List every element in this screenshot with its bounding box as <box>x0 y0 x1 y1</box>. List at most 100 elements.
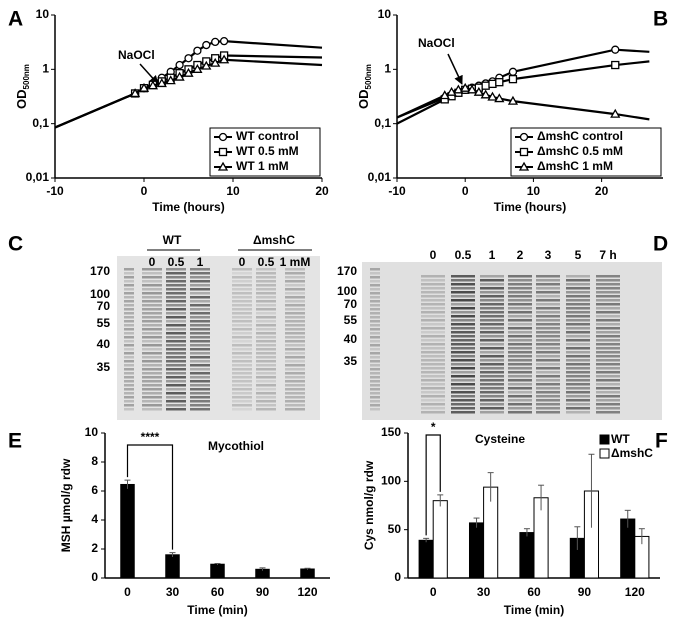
band <box>536 331 560 334</box>
band <box>566 395 590 398</box>
band <box>508 403 532 406</box>
band <box>596 383 620 386</box>
band <box>285 272 305 275</box>
lane-label: 0.5 <box>258 255 275 269</box>
legend-label: ΔmshC 0.5 mM <box>537 144 623 158</box>
band <box>285 312 305 315</box>
band <box>142 308 162 311</box>
band <box>566 303 590 306</box>
marker <box>192 64 203 73</box>
legend-marker <box>518 161 530 171</box>
band <box>480 411 504 414</box>
marker-label: 70 <box>97 299 111 313</box>
band <box>451 347 475 350</box>
marker <box>494 93 505 103</box>
y-tick-label: 0 <box>394 570 401 584</box>
band <box>124 408 134 411</box>
band <box>421 339 445 342</box>
band <box>480 283 504 286</box>
band <box>256 352 276 355</box>
band <box>370 284 380 287</box>
annotation: NaOCl <box>418 36 455 50</box>
y-tick-label: 150 <box>381 425 401 439</box>
band <box>190 396 210 399</box>
band <box>508 315 532 318</box>
band <box>536 367 560 370</box>
panel-label: C <box>8 233 23 256</box>
band <box>480 279 504 282</box>
band <box>232 376 252 379</box>
band <box>508 367 532 370</box>
band <box>142 380 162 383</box>
error-bar <box>538 484 545 511</box>
band <box>596 407 620 410</box>
band <box>508 307 532 310</box>
band <box>256 300 276 303</box>
band <box>480 407 504 410</box>
band <box>370 336 380 339</box>
band <box>508 335 532 338</box>
x-tick-label: 30 <box>166 585 180 599</box>
y-axis-title-sub: 500nm <box>364 64 373 89</box>
band <box>566 387 590 390</box>
band <box>566 319 590 322</box>
band <box>480 315 504 318</box>
x-tick-label: 120 <box>297 585 317 599</box>
band <box>451 387 475 390</box>
band <box>370 356 380 359</box>
band <box>142 372 162 375</box>
band <box>285 392 305 395</box>
band <box>566 311 590 314</box>
band <box>421 351 445 354</box>
band <box>596 399 620 402</box>
marker-label: 170 <box>337 264 357 278</box>
band <box>508 295 532 298</box>
band <box>285 348 305 351</box>
band <box>480 311 504 314</box>
band <box>190 268 210 271</box>
band <box>480 347 504 350</box>
y-tick-label: 6 <box>91 483 98 497</box>
band <box>124 376 134 379</box>
band <box>451 355 475 358</box>
band <box>596 371 620 374</box>
band <box>166 312 186 315</box>
band <box>451 311 475 314</box>
band <box>142 376 162 379</box>
band <box>566 323 590 326</box>
band <box>536 351 560 354</box>
band <box>190 408 210 411</box>
marker <box>175 60 184 70</box>
band <box>370 272 380 275</box>
band <box>508 383 532 386</box>
band <box>124 308 134 311</box>
band <box>124 316 134 319</box>
band <box>536 335 560 338</box>
band <box>536 375 560 378</box>
band <box>232 396 252 399</box>
band <box>142 408 162 411</box>
marker <box>184 54 193 63</box>
band <box>480 339 504 342</box>
band <box>370 276 380 279</box>
band <box>166 388 186 391</box>
band <box>232 356 252 359</box>
bar <box>519 532 535 579</box>
group-label: WT <box>163 233 182 247</box>
band <box>285 380 305 383</box>
band <box>421 295 445 298</box>
band <box>256 320 276 323</box>
band <box>232 348 252 351</box>
band <box>421 311 445 314</box>
marker-label: 40 <box>344 332 358 346</box>
error-bar <box>638 528 645 545</box>
band <box>370 324 380 327</box>
band <box>596 307 620 310</box>
legend-label: ΔmshC <box>611 446 653 460</box>
error-bar <box>124 479 131 489</box>
bar <box>210 563 225 579</box>
band <box>124 396 134 399</box>
band <box>421 307 445 310</box>
y-tick-label: 0,1 <box>374 116 391 130</box>
